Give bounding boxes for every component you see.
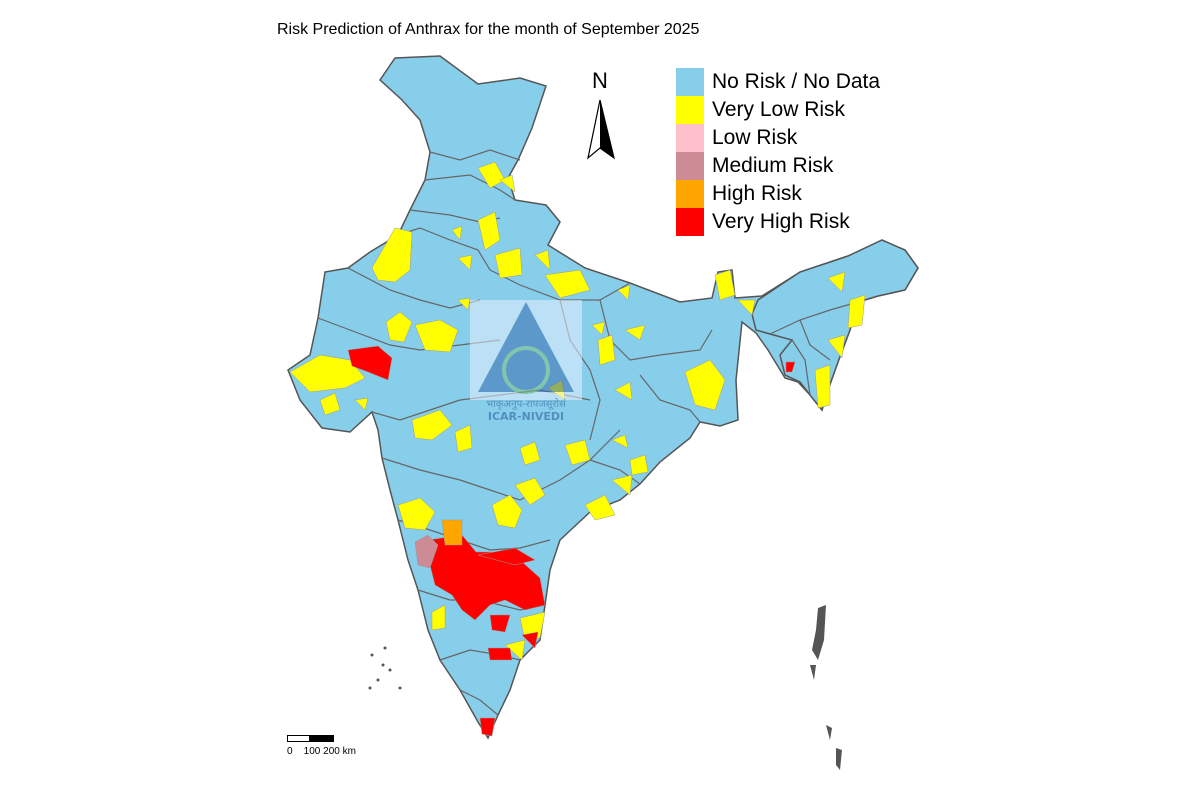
legend-swatch bbox=[676, 96, 704, 124]
legend-label: High Risk bbox=[712, 182, 802, 205]
legend-label: Medium Risk bbox=[712, 154, 834, 177]
legend-item-medium-risk: Medium Risk bbox=[676, 152, 880, 180]
icar-nivedi-logo: भाकृअनुप-रापजसूरोसं ICAR-NIVEDI bbox=[470, 300, 582, 423]
legend-item-no-risk: No Risk / No Data bbox=[676, 68, 880, 96]
north-label: N bbox=[592, 68, 608, 93]
legend-swatch bbox=[676, 180, 704, 208]
legend-swatch bbox=[676, 68, 704, 96]
legend-item-low-risk: Low Risk bbox=[676, 124, 880, 152]
high-risk-district bbox=[441, 519, 463, 546]
northeast-region bbox=[751, 239, 919, 412]
legend-swatch bbox=[676, 208, 704, 236]
islands bbox=[368, 605, 842, 770]
very-low-risk-districts bbox=[289, 161, 866, 661]
watermark-line1: भाकृअनुप-रापजसूरोसं bbox=[486, 398, 566, 410]
legend-label: Low Risk bbox=[712, 126, 798, 149]
map-title: Risk Prediction of Anthrax for the month… bbox=[277, 21, 700, 38]
legend-item-high-risk: High Risk bbox=[676, 180, 880, 208]
legend-label: Very Low Risk bbox=[712, 98, 846, 121]
legend: No Risk / No Data Very Low Risk Low Risk… bbox=[676, 68, 880, 236]
legend-item-very-low-risk: Very Low Risk bbox=[676, 96, 880, 124]
legend-label: No Risk / No Data bbox=[712, 70, 881, 93]
very-high-risk-districts bbox=[347, 345, 796, 737]
scale-bar bbox=[287, 735, 334, 742]
north-arrow: N bbox=[587, 68, 615, 160]
legend-swatch bbox=[676, 124, 704, 152]
medium-risk-district bbox=[414, 534, 439, 569]
scale-labels: 0 100 200 km bbox=[287, 746, 356, 757]
watermark-line2: ICAR-NIVEDI bbox=[488, 410, 564, 423]
legend-item-very-high-risk: Very High Risk bbox=[676, 208, 880, 236]
legend-label: Very High Risk bbox=[712, 210, 850, 233]
legend-swatch bbox=[676, 152, 704, 180]
